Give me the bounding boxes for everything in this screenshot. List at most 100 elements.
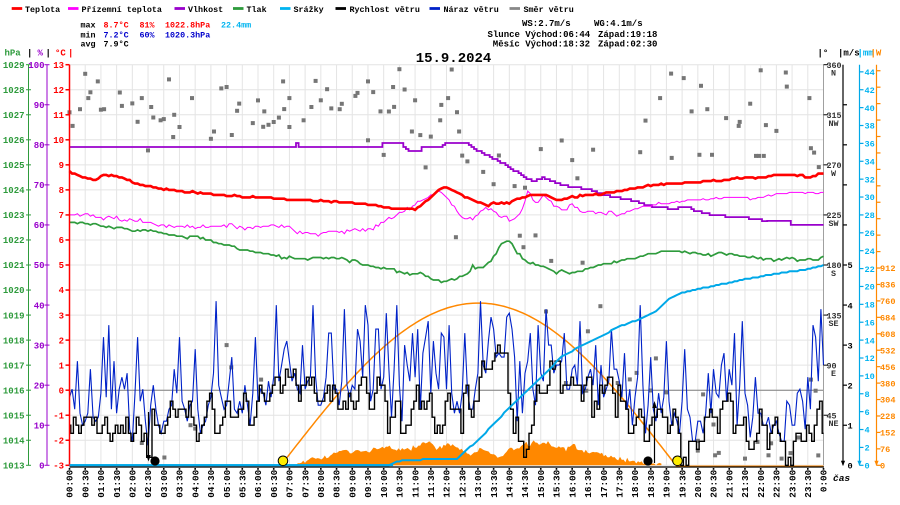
svg-text:3: 3 — [59, 311, 64, 321]
svg-text:70: 70 — [34, 181, 45, 191]
svg-text:2: 2 — [848, 381, 853, 391]
svg-text:Vlhkost: Vlhkost — [188, 5, 223, 15]
svg-text:1024: 1024 — [3, 186, 25, 196]
svg-text:00:30: 00:30 — [80, 469, 91, 497]
svg-text:-1: -1 — [53, 411, 64, 421]
svg-text:456: 456 — [880, 363, 895, 373]
svg-text:12: 12 — [53, 86, 64, 96]
svg-text:19:00: 19:00 — [662, 469, 673, 497]
svg-text:04:00: 04:00 — [190, 469, 201, 497]
svg-text:17:30: 17:30 — [614, 469, 625, 497]
svg-text:684: 684 — [880, 314, 895, 324]
svg-text:760: 760 — [880, 297, 895, 307]
svg-text:Rychlost větru: Rychlost větru — [350, 5, 420, 15]
svg-text:0: 0 — [39, 462, 44, 472]
svg-text:1013: 1013 — [3, 462, 25, 472]
svg-text:1016: 1016 — [3, 386, 25, 396]
svg-text:1019: 1019 — [3, 311, 25, 321]
svg-text:1020: 1020 — [3, 286, 25, 296]
svg-text:0: 0 — [880, 462, 885, 472]
svg-text:11:30: 11:30 — [426, 469, 437, 497]
svg-text:81%: 81% — [140, 21, 156, 31]
svg-text:18:30: 18:30 — [646, 469, 657, 497]
svg-text:E: E — [831, 369, 836, 379]
svg-text:03:30: 03:30 — [175, 469, 186, 497]
svg-text:08:30: 08:30 — [332, 469, 343, 497]
svg-text:42: 42 — [865, 86, 875, 96]
svg-text:09:30: 09:30 — [363, 469, 374, 497]
svg-text:Náraz větru: Náraz větru — [444, 5, 499, 15]
svg-text:4: 4 — [848, 301, 853, 311]
svg-text:2: 2 — [59, 336, 64, 346]
svg-text:13: 13 — [53, 61, 64, 71]
svg-text:44: 44 — [865, 68, 875, 78]
svg-text:10:30: 10:30 — [395, 469, 406, 497]
svg-text:360: 360 — [827, 61, 842, 71]
svg-text:270: 270 — [827, 161, 842, 171]
svg-text:18: 18 — [865, 301, 875, 311]
svg-text:0: 0 — [865, 462, 870, 472]
svg-text:1022: 1022 — [3, 236, 25, 246]
svg-text:15:30: 15:30 — [552, 469, 563, 497]
svg-text:12: 12 — [865, 354, 875, 364]
svg-text:|°: |° — [818, 49, 829, 59]
svg-text:19:30: 19:30 — [677, 469, 688, 497]
svg-text:228: 228 — [880, 412, 895, 422]
svg-text:100: 100 — [28, 61, 44, 71]
svg-text:min: min — [81, 31, 96, 41]
svg-text:3: 3 — [848, 341, 853, 351]
svg-text:10: 10 — [34, 421, 45, 431]
svg-text:-2: -2 — [53, 436, 64, 446]
svg-text:30: 30 — [34, 341, 45, 351]
svg-text:315: 315 — [827, 111, 842, 121]
svg-text:34: 34 — [865, 157, 875, 167]
svg-text:12:30: 12:30 — [457, 469, 468, 497]
svg-text:Slunce Východ:06:44: Slunce Východ:06:44 — [488, 30, 591, 40]
svg-text:40: 40 — [865, 104, 875, 114]
svg-text:1023: 1023 — [3, 211, 25, 221]
svg-text:180: 180 — [827, 261, 842, 271]
svg-text:8.7°C: 8.7°C — [104, 21, 129, 31]
svg-text:17:00: 17:00 — [599, 469, 610, 497]
svg-text:02:30: 02:30 — [143, 469, 154, 497]
svg-text:1028: 1028 — [3, 86, 25, 96]
svg-text:80: 80 — [34, 141, 45, 151]
svg-text:01:00: 01:00 — [96, 469, 107, 497]
svg-text:5: 5 — [848, 261, 853, 271]
svg-text:|: | — [46, 49, 51, 59]
svg-text:38: 38 — [865, 122, 875, 132]
svg-text:Západ:19:18: Západ:19:18 — [598, 30, 657, 40]
svg-text:Teplota: Teplota — [25, 5, 60, 15]
svg-text:36: 36 — [865, 140, 875, 150]
svg-text:304: 304 — [880, 396, 895, 406]
svg-text:04:30: 04:30 — [206, 469, 217, 497]
svg-text:20:00: 20:00 — [693, 469, 704, 497]
svg-text:225: 225 — [827, 211, 842, 221]
svg-text:1017: 1017 — [3, 361, 25, 371]
svg-text:SW: SW — [828, 219, 839, 229]
svg-text:06:30: 06:30 — [269, 469, 280, 497]
svg-text:09:00: 09:00 — [347, 469, 358, 497]
svg-text:|mm: |mm — [858, 49, 875, 59]
svg-text:|: | — [27, 49, 32, 59]
svg-text:06:00: 06:00 — [253, 469, 264, 497]
svg-text:22:00: 22:00 — [756, 469, 767, 497]
svg-text:6: 6 — [59, 236, 64, 246]
svg-text:|W: |W — [871, 49, 882, 59]
svg-text:N: N — [831, 69, 836, 79]
svg-text:12:00: 12:00 — [442, 469, 453, 497]
svg-text:-3: -3 — [53, 462, 64, 472]
svg-text:00:00: 00:00 — [65, 469, 76, 497]
svg-text:90: 90 — [827, 361, 837, 371]
svg-text:WS:2.7m/s: WS:2.7m/s — [522, 19, 571, 29]
svg-text:28: 28 — [865, 211, 875, 221]
svg-text:608: 608 — [880, 330, 895, 340]
svg-text:0:00: 0:00 — [819, 469, 830, 492]
svg-text:14:00: 14:00 — [505, 469, 516, 497]
svg-text:05:00: 05:00 — [222, 469, 233, 497]
svg-text:24: 24 — [865, 247, 875, 257]
svg-text:|m/s: |m/s — [838, 49, 860, 59]
svg-text:4: 4 — [59, 286, 65, 296]
svg-text:Směr větru: Směr větru — [524, 5, 574, 15]
svg-text:30: 30 — [865, 193, 875, 203]
